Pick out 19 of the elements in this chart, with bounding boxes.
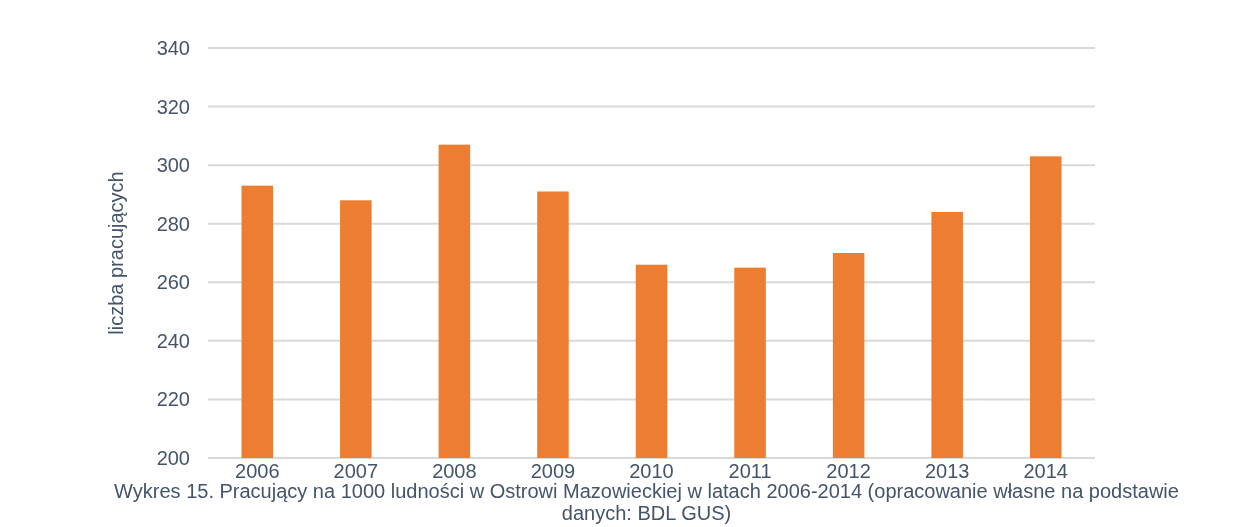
y-tick-label: 260: [156, 271, 190, 294]
y-tick-label: 200: [156, 447, 190, 469]
x-tick-label: 2014: [1023, 460, 1068, 483]
x-tick-label: 2012: [826, 460, 871, 483]
y-tick-label: 300: [156, 154, 190, 177]
x-tick-label: 2013: [924, 460, 970, 483]
y-tick-label: 240: [156, 329, 190, 352]
x-tick-label: 2011: [728, 460, 772, 483]
x-tick-label: 2006: [235, 460, 280, 483]
x-tick-label: 2009: [530, 460, 576, 483]
y-tick-label: 320: [156, 95, 190, 118]
y-tick-label: 340: [156, 37, 190, 59]
x-tick-label: 2010: [629, 460, 674, 483]
y-tick-label: 220: [156, 388, 190, 411]
x-tick-label: 2007: [333, 460, 379, 483]
text: Wykres 15. Pracujący na 1000 ludności w Ostrowi Mazowieckiej w latach 2006-2014 (opracowanie własne na podstawie danych: BDL GUS): [114, 480, 1179, 524]
x-tick-label: 2008: [432, 460, 477, 483]
y-axis-title: liczba pracujących: [105, 171, 127, 335]
y-tick-label: 280: [156, 212, 190, 235]
